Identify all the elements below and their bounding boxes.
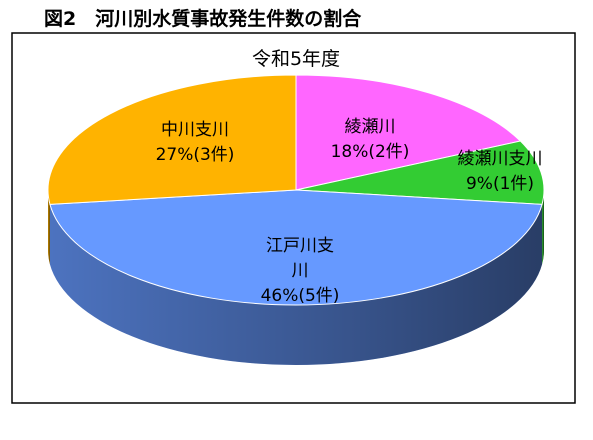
- value-label: 9%(1件): [465, 174, 535, 194]
- slice-label: 綾瀬川支川: [457, 149, 543, 169]
- pie-side-shade: [48, 190, 50, 265]
- chart-subtitle: 令和5年度: [251, 48, 341, 70]
- pie-slice: [47, 74, 297, 205]
- chart-title: 図2 河川別水質事故発生件数の割合: [44, 8, 362, 30]
- pie-side-shade: [49, 204, 543, 365]
- slice-label: 綾瀬川: [344, 117, 396, 137]
- pie-slice: [295, 74, 522, 191]
- value-label: 27%(3件): [155, 145, 235, 165]
- value-label: 18%(2件): [330, 142, 410, 162]
- pie-slice: [295, 140, 545, 205]
- slice-label: 中川支川: [161, 120, 229, 140]
- slice-label: 江戸川支川: [266, 236, 334, 281]
- pie-side-shade: [542, 190, 544, 265]
- value-label: 46%(5件): [260, 286, 340, 306]
- pie-slice: [49, 189, 543, 306]
- frame: [11, 32, 576, 404]
